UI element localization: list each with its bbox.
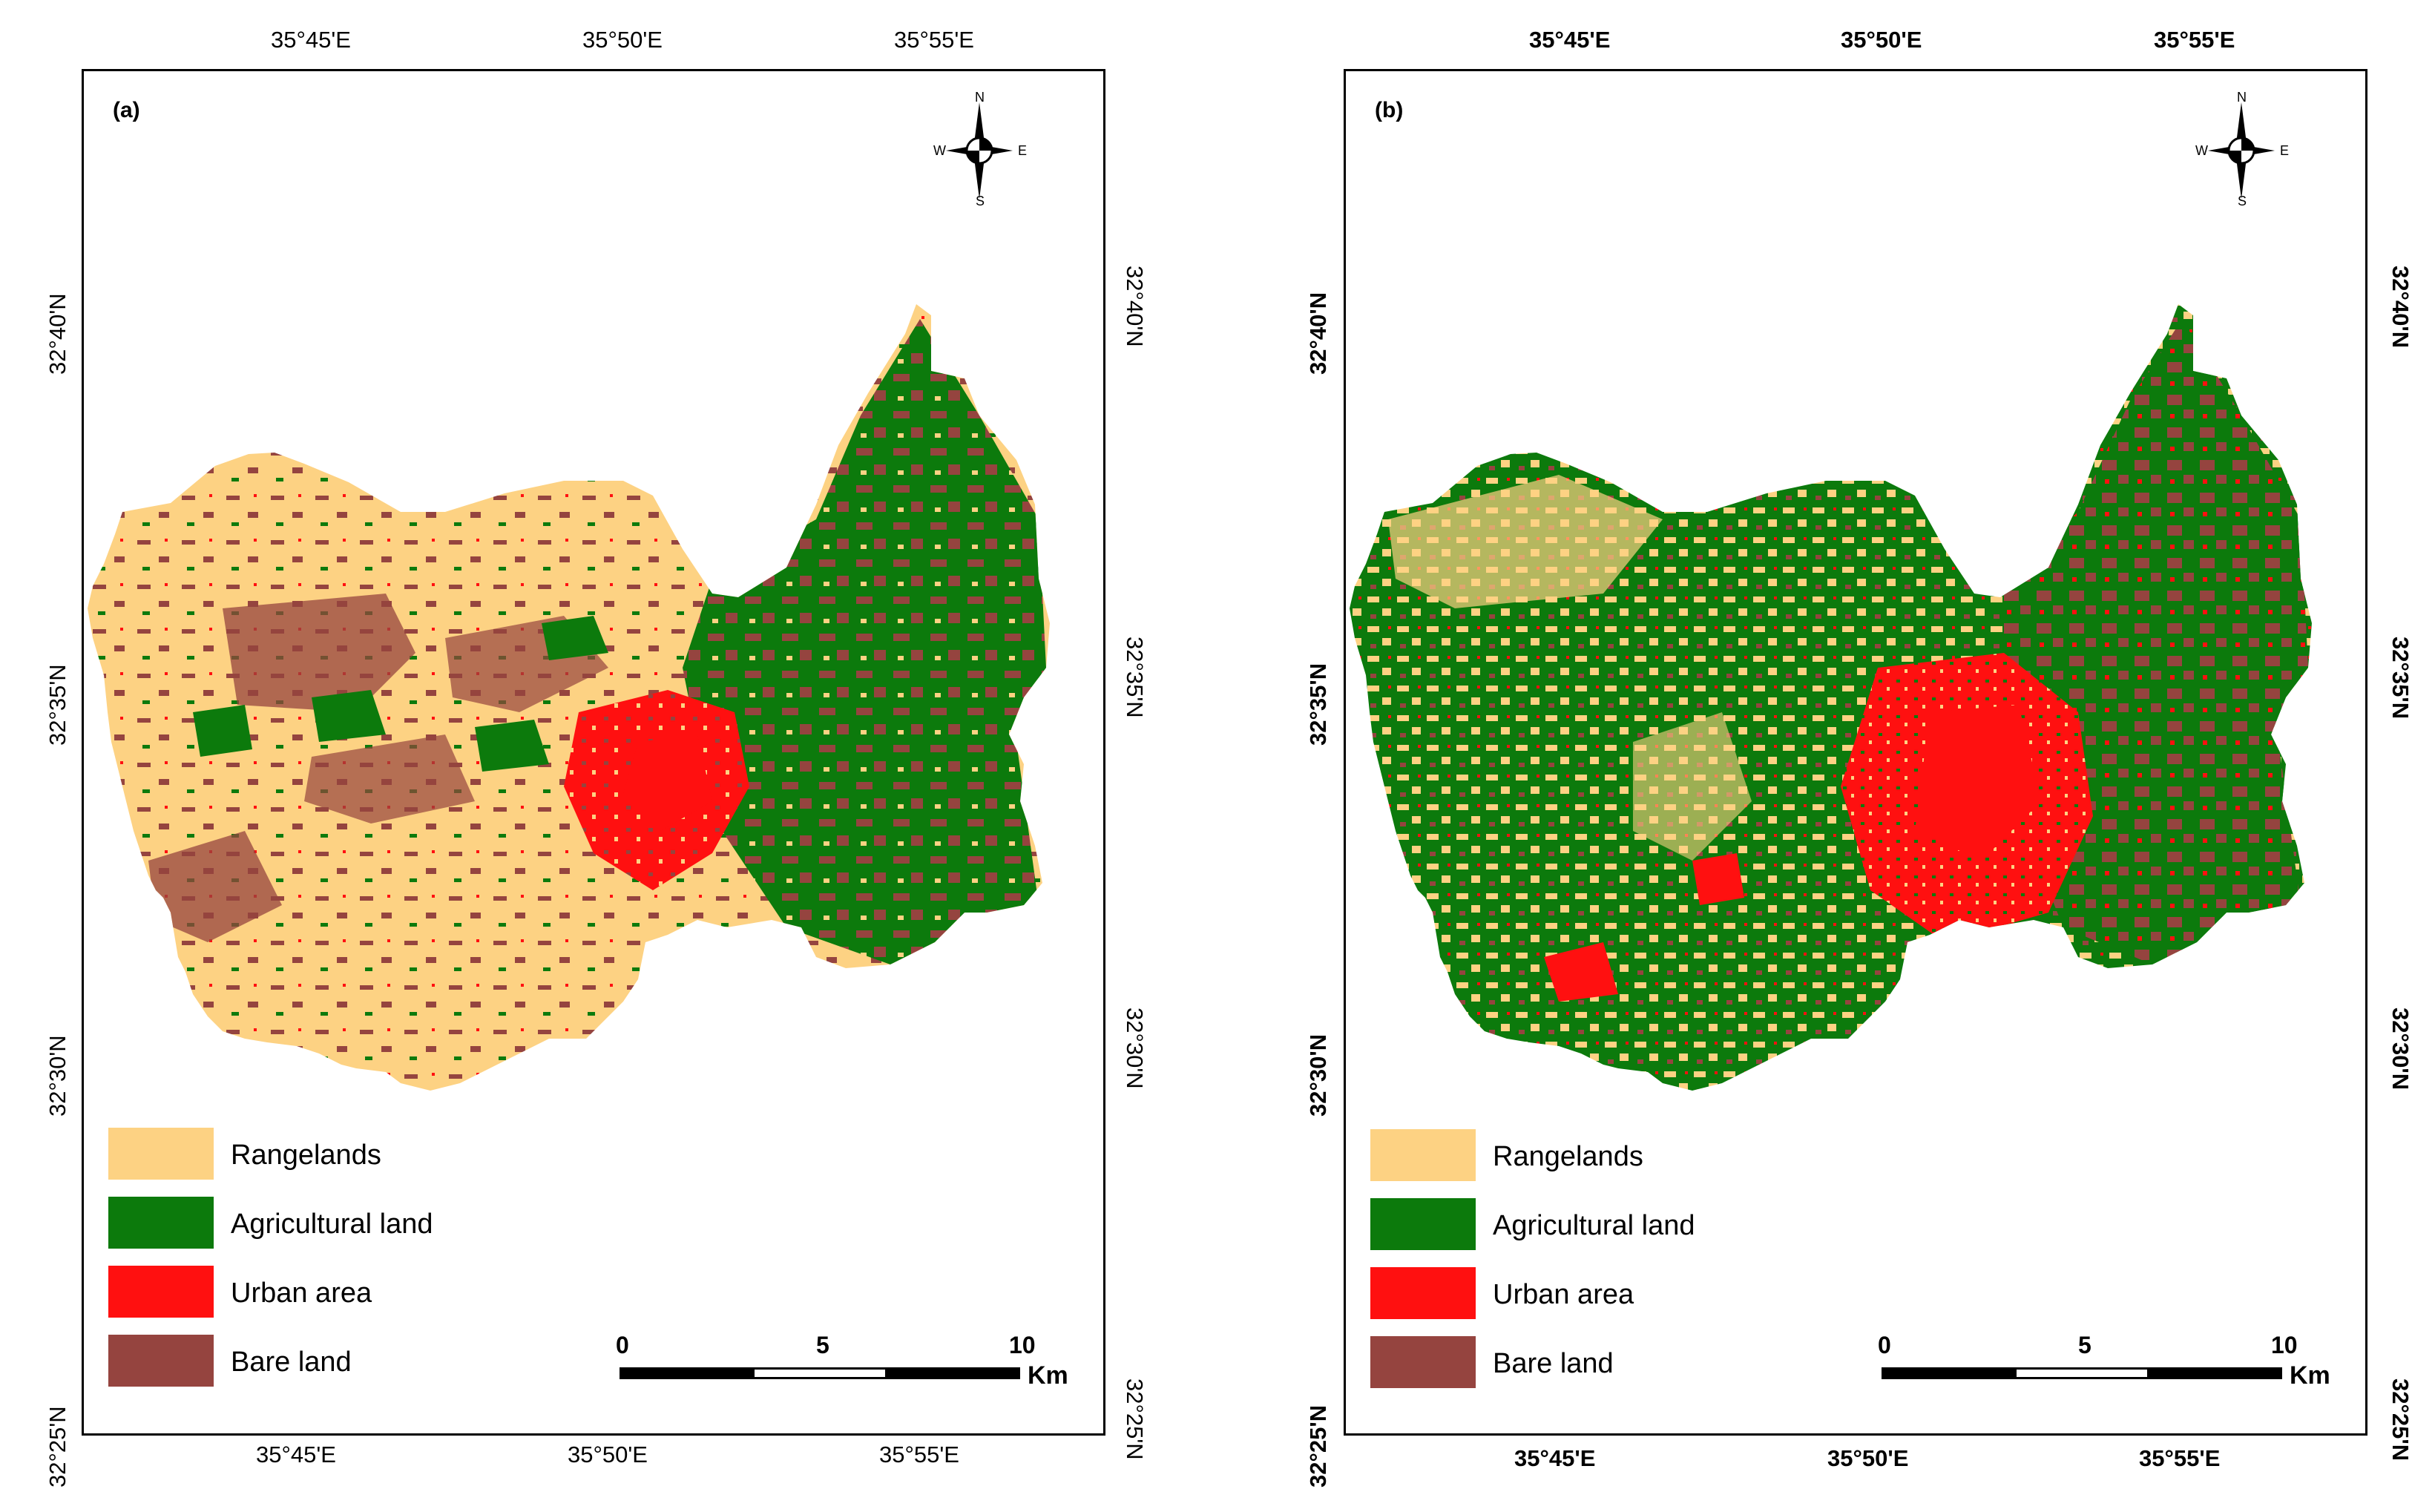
north-arrow-icon xyxy=(2208,102,2275,199)
legend-label: Rangelands xyxy=(1493,1141,1643,1172)
scale-tick: 5 xyxy=(2078,1332,2091,1358)
south-label: S xyxy=(2238,194,2247,208)
lon-bottom-label: 35°50'E xyxy=(568,1442,648,1467)
lon-bottom-label: 35°55'E xyxy=(879,1442,959,1467)
lon-top-label: 35°50'E xyxy=(1841,27,1922,53)
legend-item-urban: Urban area xyxy=(1370,1267,1815,1319)
east-label: E xyxy=(1018,143,1028,158)
land-cover-map-b xyxy=(1350,304,2312,1091)
north-arrow-icon xyxy=(946,102,1013,199)
scale-tick: 10 xyxy=(1009,1332,1036,1358)
legend-swatch xyxy=(108,1197,214,1249)
legend-label: Agricultural land xyxy=(1493,1210,1695,1241)
scale-segment xyxy=(620,1367,755,1379)
legend-swatch xyxy=(1370,1336,1476,1388)
legend-swatch xyxy=(1370,1267,1476,1319)
lon-top-label: 35°55'E xyxy=(2154,27,2235,53)
legend-swatch xyxy=(1370,1129,1476,1181)
scale-segment xyxy=(752,1367,887,1379)
legend-swatch xyxy=(108,1335,214,1387)
legend-label: Bare land xyxy=(231,1347,352,1378)
scale-tick: 0 xyxy=(1878,1332,1891,1358)
south-label: S xyxy=(976,194,985,208)
legend-item-bare: Bare land xyxy=(1370,1336,1815,1388)
legend-label: Bare land xyxy=(1493,1348,1614,1379)
scale-tick: 0 xyxy=(616,1332,629,1358)
map-panel-b: 35°45'E 35°50'E 35°55'E 35°45'E 35°50'E … xyxy=(1218,0,2435,1512)
legend-swatch xyxy=(108,1266,214,1318)
scale-segment xyxy=(2147,1367,2282,1379)
land-cover-map-a xyxy=(88,304,1050,1091)
west-label: W xyxy=(2195,143,2208,158)
lon-top-label: 35°45'E xyxy=(1529,27,1611,53)
scale-tick: 5 xyxy=(816,1332,829,1358)
legend-label: Urban area xyxy=(1493,1279,1634,1310)
north-label: N xyxy=(2237,90,2247,105)
lon-top-label: 35°45'E xyxy=(271,27,351,53)
map-panel-a: 35°45'E 35°50'E 35°55'E 35°45'E 35°50'E … xyxy=(45,27,1148,1488)
lon-bottom-label: 35°45'E xyxy=(256,1442,336,1467)
lon-top-label: 35°50'E xyxy=(582,27,663,53)
legend-label: Agricultural land xyxy=(231,1209,433,1240)
north-label: N xyxy=(975,90,985,105)
map-frame xyxy=(82,69,1105,1436)
legend-item-rangelands: Rangelands xyxy=(108,1128,553,1180)
panel-label: (a) xyxy=(113,98,140,122)
lon-bottom-label: 35°45'E xyxy=(1514,1445,1596,1471)
scale-tick: 10 xyxy=(2271,1332,2298,1358)
legend-label: Rangelands xyxy=(231,1140,381,1171)
scale-bar: 0 5 10 Km xyxy=(1878,1332,2353,1391)
panel-label: (b) xyxy=(1375,98,1404,122)
west-label: W xyxy=(933,143,946,158)
legend-item-urban: Urban area xyxy=(108,1266,553,1318)
legend-item-agricultural: Agricultural land xyxy=(108,1197,553,1249)
scale-bar: 0 5 10 Km xyxy=(616,1332,1091,1391)
legend-item-bare: Bare land xyxy=(108,1335,553,1387)
legend-item-agricultural: Agricultural land xyxy=(1370,1198,1815,1250)
lon-top-label: 35°55'E xyxy=(894,27,974,53)
lon-bottom-label: 35°50'E xyxy=(1827,1445,1909,1471)
scale-unit: Km xyxy=(1028,1361,1068,1390)
scale-segment xyxy=(1882,1367,2017,1379)
scale-segment xyxy=(2014,1367,2149,1379)
legend-label: Urban area xyxy=(231,1278,372,1309)
legend-item-rangelands: Rangelands xyxy=(1370,1129,1815,1181)
lon-bottom-label: 35°55'E xyxy=(2139,1445,2221,1471)
scale-segment xyxy=(885,1367,1020,1379)
legend-swatch xyxy=(108,1128,214,1180)
legend-swatch xyxy=(1370,1198,1476,1250)
scale-unit: Km xyxy=(2290,1361,2330,1390)
map-frame xyxy=(1344,69,2367,1436)
east-label: E xyxy=(2280,143,2290,158)
